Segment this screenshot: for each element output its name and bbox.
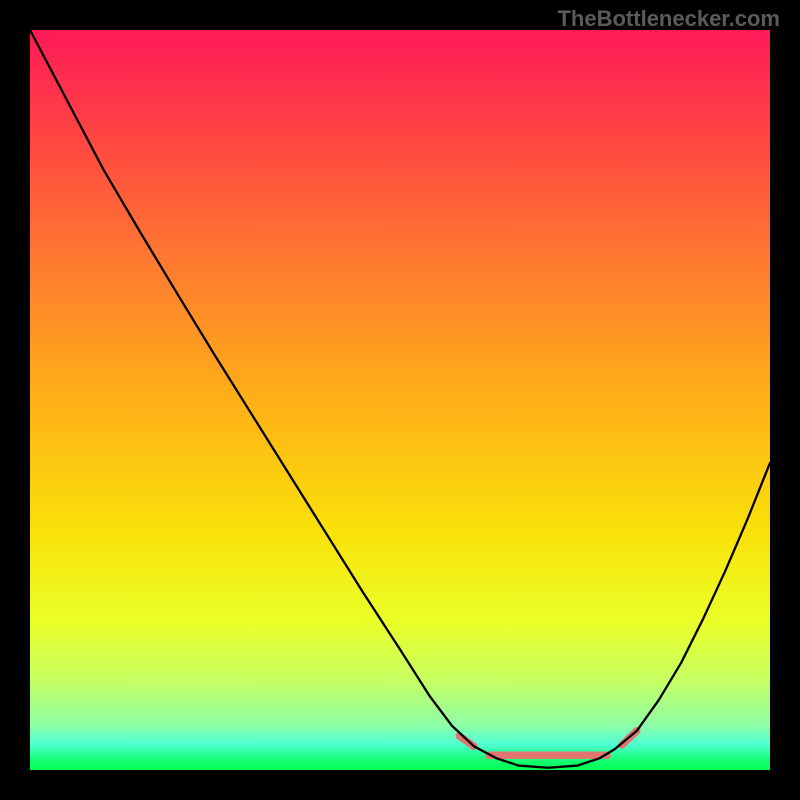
- gradient-background: [30, 30, 770, 770]
- figure-canvas: TheBottlenecker.com: [0, 0, 800, 800]
- plot-area: [30, 30, 770, 770]
- attribution-text: TheBottlenecker.com: [557, 6, 780, 32]
- chart-svg: [30, 30, 770, 770]
